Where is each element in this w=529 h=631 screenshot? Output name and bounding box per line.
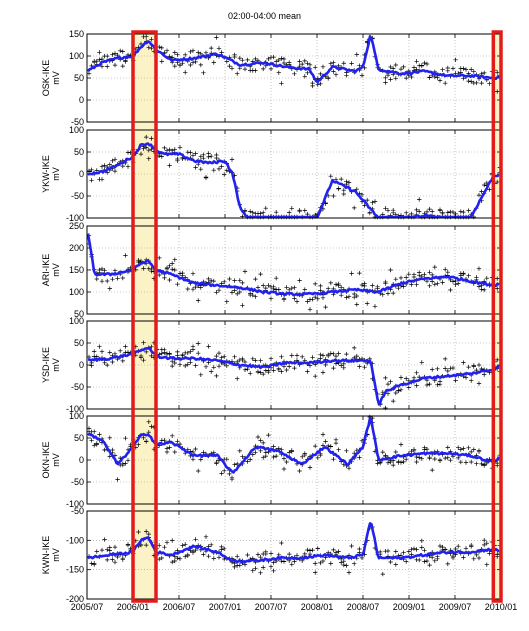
y-axis-unit: mV bbox=[51, 167, 61, 181]
y-axis-unit: mV bbox=[51, 453, 61, 467]
y-tick-label: 0 bbox=[79, 455, 84, 465]
x-tick-label: 2009/01 bbox=[393, 602, 426, 612]
y-axis-label: OSK-IKE bbox=[41, 60, 51, 97]
y-tick-label: 50 bbox=[74, 338, 84, 348]
highlight-frames-layer bbox=[131, 30, 503, 603]
y-tick-label: 50 bbox=[74, 73, 84, 83]
panel-ykw-ike: -100 -50 0 50 100 YKW-IKE mV bbox=[41, 125, 502, 223]
y-tick-label: 100 bbox=[69, 51, 84, 61]
y-axis-unit: mV bbox=[51, 358, 61, 372]
x-tick-label: 2005/07 bbox=[71, 602, 104, 612]
y-tick-label: -200 bbox=[66, 594, 84, 604]
highlight-frame-1 bbox=[131, 30, 158, 603]
data-points bbox=[86, 340, 502, 411]
panel-okn-ike: -100 -50 0 50 100 OKN-IKE mV bbox=[41, 411, 502, 509]
y-axis-label: KWN-IKE bbox=[41, 536, 51, 575]
panel-osk-ike: -50 0 50 100 150 OSK-IKE mV bbox=[41, 29, 502, 127]
y-tick-label: 0 bbox=[79, 95, 84, 105]
x-tick-label: 2008/01 bbox=[301, 602, 334, 612]
highlight-frame-2 bbox=[491, 30, 503, 603]
y-axis-unit: mV bbox=[51, 71, 61, 85]
y-tick-label: 50 bbox=[74, 147, 84, 157]
x-tick-label: 2010/01 bbox=[485, 602, 518, 612]
y-tick-label: 100 bbox=[69, 125, 84, 135]
panel-ari-ike: 50 100 150 200 250 ARI-IKE mV bbox=[41, 221, 502, 319]
x-tick-label: 2007/01 bbox=[209, 602, 242, 612]
x-tick-label: 2006/01 bbox=[117, 602, 150, 612]
y-tick-label: -50 bbox=[71, 117, 84, 127]
highlight-band-2 bbox=[493, 34, 501, 599]
y-axis-unit: mV bbox=[51, 548, 61, 562]
y-tick-label: 0 bbox=[79, 360, 84, 370]
y-tick-label: -50 bbox=[71, 477, 84, 487]
y-tick-label: 150 bbox=[69, 29, 84, 39]
highlight-band-1 bbox=[133, 34, 156, 599]
x-tick-label: 2006/07 bbox=[163, 602, 196, 612]
x-axis: 2005/07 2006/01 2006/07 2007/01 2007/07 2008/… bbox=[71, 602, 518, 612]
y-tick-label: 50 bbox=[74, 309, 84, 319]
y-tick-label: -150 bbox=[66, 565, 84, 575]
y-tick-label: -50 bbox=[71, 191, 84, 201]
x-tick-label: 2009/07 bbox=[439, 602, 472, 612]
chart-title: 02:00-04:00 mean bbox=[227, 11, 302, 21]
y-axis-label: OKN-IKE bbox=[41, 441, 51, 478]
y-tick-label: -50 bbox=[71, 382, 84, 392]
x-tick-label: 2008/07 bbox=[347, 602, 380, 612]
y-tick-label: 100 bbox=[69, 287, 84, 297]
y-tick-label: 100 bbox=[69, 316, 84, 326]
panel-kwn-ike: -200 -150 -100 -50 KWN-IKE mV bbox=[41, 506, 502, 604]
y-tick-label: 150 bbox=[69, 265, 84, 275]
y-tick-label: -100 bbox=[66, 499, 84, 509]
y-tick-label: 250 bbox=[69, 221, 84, 231]
y-axis-label: ARI-IKE bbox=[41, 254, 51, 287]
y-tick-label: -50 bbox=[71, 506, 84, 516]
panel-ysd-ike: -100 -50 0 50 100 YSD-IKE mV bbox=[41, 316, 502, 414]
y-axis-unit: mV bbox=[51, 263, 61, 277]
y-tick-label: 0 bbox=[79, 169, 84, 179]
y-axis-label: YKW-IKE bbox=[41, 155, 51, 193]
y-tick-label: 200 bbox=[69, 243, 84, 253]
y-tick-label: -100 bbox=[66, 535, 84, 545]
y-tick-label: 100 bbox=[69, 411, 84, 421]
highlight-layer bbox=[133, 34, 501, 599]
y-tick-label: 50 bbox=[74, 433, 84, 443]
y-tick-label: -100 bbox=[66, 213, 84, 223]
x-tick-label: 2007/07 bbox=[255, 602, 288, 612]
y-tick-label: -100 bbox=[66, 404, 84, 414]
y-axis-label: YSD-IKE bbox=[41, 347, 51, 383]
